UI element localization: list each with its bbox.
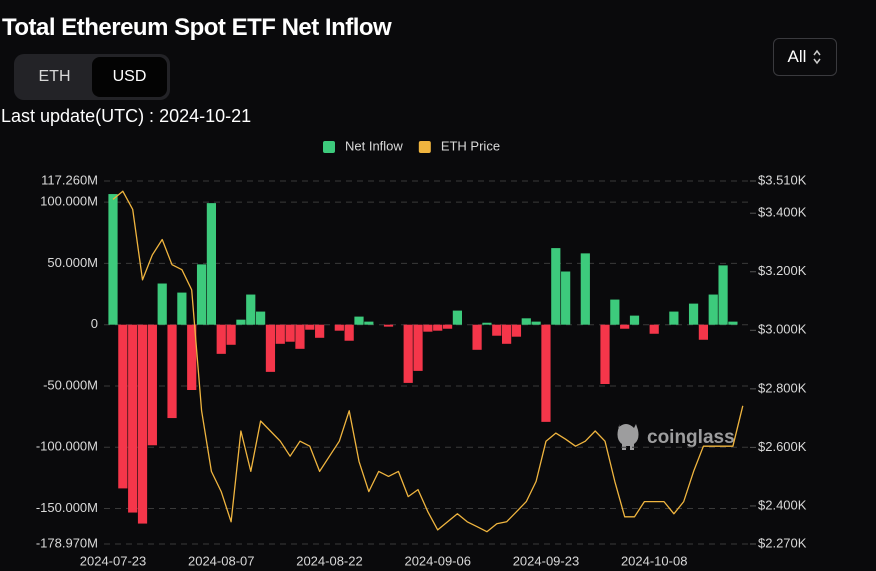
- bar: [580, 253, 590, 325]
- x-tick-label: 2024-08-22: [296, 553, 363, 568]
- bar: [521, 318, 531, 325]
- y2-tick-label: $3.200K: [758, 263, 807, 278]
- bar: [167, 324, 177, 419]
- bar: [452, 310, 462, 325]
- bar: [511, 324, 522, 337]
- bar: [629, 315, 640, 325]
- legend-swatch: [323, 141, 335, 153]
- bar: [206, 203, 216, 325]
- y2-tick-label: $2.400K: [758, 497, 807, 512]
- bar: [541, 324, 551, 422]
- bar: [157, 283, 167, 325]
- bar: [246, 294, 256, 325]
- x-tick-label: 2024-09-06: [404, 553, 471, 568]
- bar: [698, 324, 708, 340]
- page-title: Total Ethereum Spot ETF Net Inflow: [2, 14, 392, 41]
- bar: [482, 322, 492, 325]
- toggle-option[interactable]: USD: [92, 57, 167, 97]
- bar: [364, 321, 374, 325]
- y-tick-label: 0: [91, 316, 98, 331]
- y-tick-label: 100.000M: [40, 194, 98, 209]
- bar: [442, 324, 453, 329]
- bar: [688, 303, 699, 325]
- bar: [187, 324, 197, 391]
- x-tick-label: 2024-07-23: [80, 553, 147, 568]
- watermark-text: coinglass: [647, 427, 735, 448]
- bar: [669, 311, 679, 325]
- toggle-option[interactable]: ETH: [38, 68, 71, 85]
- chevron-icon: [813, 49, 822, 65]
- bar: [334, 324, 344, 331]
- bar: [305, 324, 315, 330]
- bar: [137, 324, 148, 524]
- bar: [108, 194, 118, 325]
- bar: [620, 324, 630, 329]
- bar: [728, 321, 738, 325]
- bar: [285, 324, 295, 342]
- bar: [196, 264, 207, 325]
- bar: [413, 324, 423, 371]
- y-tick-label: -150.000M: [36, 500, 98, 515]
- x-tick-label: 2024-08-07: [188, 553, 255, 568]
- x-tick-label: 2024-09-23: [513, 553, 580, 568]
- bar: [177, 292, 187, 325]
- legend-swatch: [418, 141, 431, 153]
- bar: [344, 324, 354, 341]
- range-label: All: [787, 47, 807, 66]
- range-selector[interactable]: All: [773, 38, 837, 76]
- legend-item[interactable]: Net Inflow: [323, 138, 403, 153]
- legend-label: Net Inflow: [345, 138, 403, 153]
- watermark-icon: [617, 424, 639, 450]
- watermark: coinglass: [617, 424, 735, 450]
- bar: [383, 324, 394, 327]
- bar: [718, 265, 728, 325]
- bar: [147, 324, 157, 446]
- bar: [216, 324, 226, 354]
- price-line: [112, 190, 744, 533]
- last-update: Last update(UTC) : 2024-10-21: [1, 106, 252, 126]
- y-tick-label: -50.000M: [43, 377, 98, 392]
- bar: [423, 324, 433, 332]
- bar: [403, 324, 413, 383]
- y2-tick-label: $2.600K: [758, 439, 807, 454]
- bar: [128, 324, 138, 513]
- bar: [610, 299, 620, 325]
- y2-tick-label: $3.000K: [758, 322, 807, 337]
- bar: [708, 294, 718, 325]
- y-tick-label: 117.260M: [41, 172, 98, 187]
- unit-toggle: ETH USD: [14, 54, 170, 100]
- bar: [502, 324, 512, 344]
- bar: [275, 324, 285, 344]
- bar: [236, 319, 246, 325]
- bar: [265, 324, 276, 372]
- y-tick-label: 50.000M: [47, 255, 98, 270]
- x-tick-label: 2024-10-08: [621, 553, 688, 568]
- bar: [531, 321, 541, 325]
- bar: [295, 324, 305, 349]
- y2-tick-label: $3.510K: [758, 172, 807, 187]
- y2-tick-label: $3.400K: [758, 205, 807, 220]
- bar: [472, 324, 482, 350]
- legend-item[interactable]: ETH Price: [418, 138, 500, 153]
- bar: [354, 316, 364, 325]
- bar: [315, 324, 325, 338]
- bar: [600, 324, 610, 384]
- y2-tick-label: $2.270K: [758, 535, 807, 550]
- y2-tick-label: $2.800K: [758, 380, 807, 395]
- bar: [256, 311, 266, 325]
- bar: [561, 271, 571, 325]
- y-tick-label: -100.000M: [36, 439, 98, 454]
- bar: [226, 324, 236, 345]
- bar: [433, 324, 443, 331]
- legend-label: ETH Price: [441, 138, 500, 153]
- bar: [551, 248, 561, 325]
- bar: [649, 324, 659, 334]
- y-tick-label: -178.970M: [36, 535, 98, 550]
- bar: [118, 324, 128, 489]
- bar: [492, 324, 502, 336]
